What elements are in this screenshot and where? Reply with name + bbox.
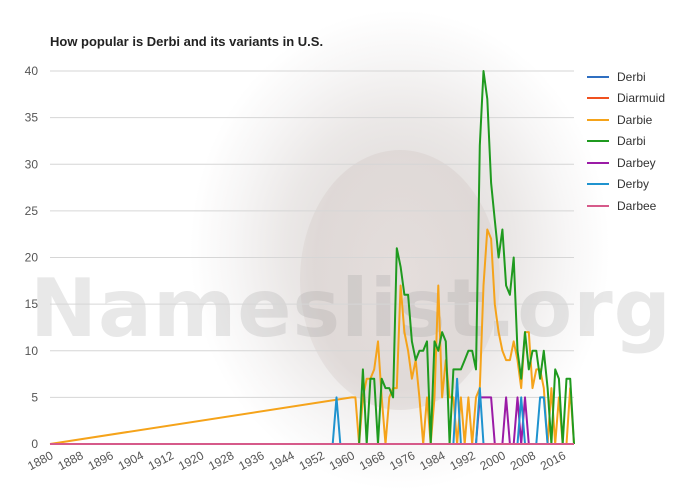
y-tick-label: 0 <box>31 437 38 451</box>
x-tick-label: 2016 <box>538 448 568 473</box>
legend-swatch <box>587 161 609 164</box>
x-tick-label: 1880 <box>25 448 55 473</box>
x-tick-label: 1960 <box>327 448 357 473</box>
x-tick-label: 1928 <box>206 448 236 473</box>
legend-label: Darbey <box>617 155 656 170</box>
series-line-darbi <box>50 70 575 445</box>
legend-label: Diarmuid <box>617 91 666 106</box>
legend-item-derbi[interactable]: Derbi <box>587 66 665 88</box>
legend-label: Derby <box>617 177 650 192</box>
y-tick-label: 40 <box>25 64 39 78</box>
legend-label: Darbi <box>617 134 646 149</box>
legend-item-derby[interactable]: Derby <box>587 174 665 196</box>
x-tick-label: 2000 <box>478 448 508 473</box>
legend-swatch <box>587 183 609 186</box>
y-tick-label: 20 <box>25 251 39 265</box>
y-tick-label: 15 <box>25 297 39 311</box>
legend-item-darbee[interactable]: Darbee <box>587 195 665 217</box>
x-tick-label: 1944 <box>267 448 297 473</box>
y-tick-label: 5 <box>31 390 38 404</box>
legend-swatch <box>587 75 609 78</box>
legend-label: Darbie <box>617 112 653 127</box>
legend-label: Derbi <box>617 69 646 84</box>
series-line-derby <box>50 377 574 445</box>
legend: Derbi Diarmuid Darbie Darbi Darbey Derby Darbe… <box>587 66 665 217</box>
legend-swatch <box>587 204 609 207</box>
x-tick-label: 1984 <box>417 448 447 473</box>
x-tick-label: 1968 <box>357 448 387 473</box>
x-tick-label: 1976 <box>387 448 417 473</box>
x-tick-label: 1920 <box>176 448 206 473</box>
x-tick-label: 1952 <box>297 448 327 473</box>
y-tick-label: 10 <box>25 344 39 358</box>
legend-item-darbey[interactable]: Darbey <box>587 152 665 174</box>
y-tick-label: 30 <box>25 157 39 171</box>
legend-label: Darbee <box>617 198 657 213</box>
x-tick-label: 1992 <box>447 448 477 473</box>
legend-item-darbie[interactable]: Darbie <box>587 109 665 131</box>
watermark: Nameslist.org <box>30 262 672 355</box>
series-line-darbie <box>49 228 575 445</box>
legend-item-darbi[interactable]: Darbi <box>587 131 665 153</box>
x-tick-label: 1904 <box>116 448 146 473</box>
legend-swatch <box>587 118 609 121</box>
y-tick-label: 35 <box>25 111 39 125</box>
x-tick-label: 1888 <box>55 448 85 473</box>
legend-swatch <box>587 140 609 143</box>
x-tick-label: 1896 <box>86 448 116 473</box>
background-photo <box>300 150 500 410</box>
x-tick-label: 2008 <box>508 448 538 473</box>
chart-title: How popular is Derbi and its variants in… <box>50 34 324 49</box>
y-tick-label: 25 <box>25 204 39 218</box>
x-tick-label: 1912 <box>146 448 176 473</box>
x-tick-label: 1936 <box>236 448 266 473</box>
legend-item-diarmuid[interactable]: Diarmuid <box>587 88 665 110</box>
legend-swatch <box>587 97 609 100</box>
